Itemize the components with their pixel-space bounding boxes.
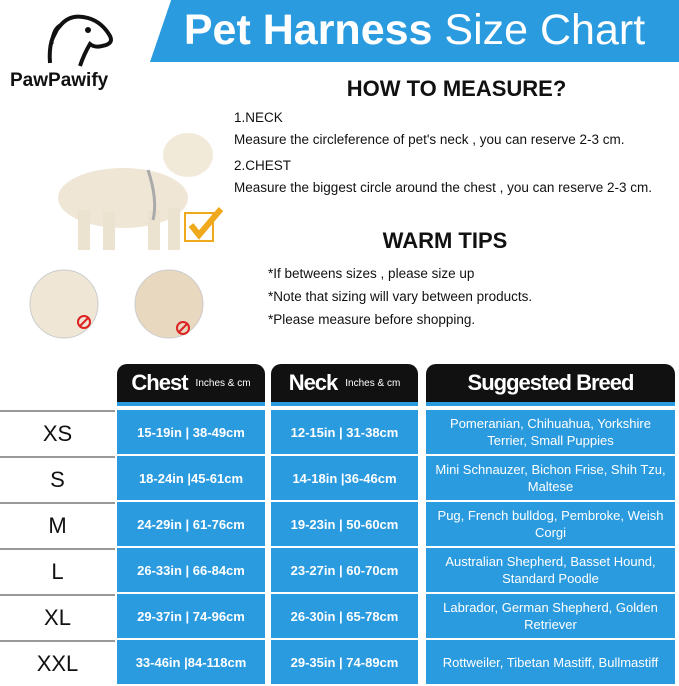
table-row: XS 15-19in | 38-49cm 12-15in | 31-38cm P…: [0, 410, 679, 456]
table-row: XL 29-37in | 74-96cm 26-30in | 65-78cm L…: [0, 594, 679, 640]
chest-cell: 33-46in |84-118cm: [117, 640, 265, 684]
neck-cell: 23-27in | 60-70cm: [271, 548, 418, 592]
table-row: XXL 33-46in |84-118cm 29-35in | 74-89cm …: [0, 640, 679, 686]
brand-logo: PawPawify: [10, 70, 109, 91]
breed-cell: Mini Schnauzer, Bichon Frise, Shih Tzu, …: [426, 456, 675, 500]
how-to-measure-heading: HOW TO MEASURE?: [346, 76, 567, 101]
size-label: S: [0, 456, 115, 502]
neck-cell: 14-18in |36-46cm: [271, 456, 418, 500]
table-row: M 24-29in | 61-76cm 19-23in | 50-60cm Pu…: [0, 502, 679, 548]
breed-cell: Rottweiler, Tibetan Mastiff, Bullmastiff: [426, 640, 675, 684]
warm-tips-heading: WARM TIPS: [382, 228, 508, 253]
size-label: XL: [0, 594, 115, 640]
size-label: L: [0, 548, 115, 594]
chest-cell: 26-33in | 66-84cm: [117, 548, 265, 592]
wrong-fit-image-1: [29, 269, 99, 339]
chest-title: 2.CHEST: [234, 158, 292, 173]
dog-wearing-harness-image: [58, 133, 213, 250]
size-label: XS: [0, 410, 115, 456]
checkmark-icon: [184, 207, 224, 242]
size-label: XXL: [0, 640, 115, 686]
size-label: M: [0, 502, 115, 548]
neck-cell: 12-15in | 31-38cm: [271, 410, 418, 454]
chest-cell: 18-24in |45-61cm: [117, 456, 265, 500]
tip-item: *Note that sizing will vary between prod…: [268, 289, 533, 304]
neck-cell: 29-35in | 74-89cm: [271, 640, 418, 684]
breed-cell: Australian Shepherd, Basset Hound, Stand…: [426, 548, 675, 592]
chest-cell: 29-37in | 74-96cm: [117, 594, 265, 638]
neck-text: Measure the circleference of pet's neck …: [234, 132, 625, 147]
page-title: Pet Harness Size Chart: [183, 6, 646, 54]
tip-item: *Please measure before shopping.: [268, 312, 476, 327]
breed-cell: Pomeranian, Chihuahua, Yorkshire Terrier…: [426, 410, 675, 454]
wrong-fit-image-2: [134, 269, 204, 339]
chest-cell: 24-29in | 61-76cm: [117, 502, 265, 546]
table-row: S 18-24in |45-61cm 14-18in |36-46cm Mini…: [0, 456, 679, 502]
neck-column-header: Neck Inches & cm: [271, 364, 418, 406]
table-row: L 26-33in | 66-84cm 23-27in | 60-70cm Au…: [0, 548, 679, 594]
breed-cell: Labrador, German Shepherd, Golden Retrie…: [426, 594, 675, 638]
chest-cell: 15-19in | 38-49cm: [117, 410, 265, 454]
chest-text: Measure the biggest circle around the ch…: [234, 180, 652, 195]
neck-cell: 19-23in | 50-60cm: [271, 502, 418, 546]
title-banner: [150, 0, 679, 62]
neck-cell: 26-30in | 65-78cm: [271, 594, 418, 638]
dog-logo-icon: [47, 14, 113, 67]
tip-item: *If betweens sizes , please size up: [268, 266, 475, 281]
chest-column-header: Chest Inches & cm: [117, 364, 265, 406]
breed-column-header: Suggested Breed: [426, 364, 675, 406]
neck-title: 1.NECK: [234, 110, 283, 125]
breed-cell: Pug, French bulldog, Pembroke, Weish Cor…: [426, 502, 675, 546]
